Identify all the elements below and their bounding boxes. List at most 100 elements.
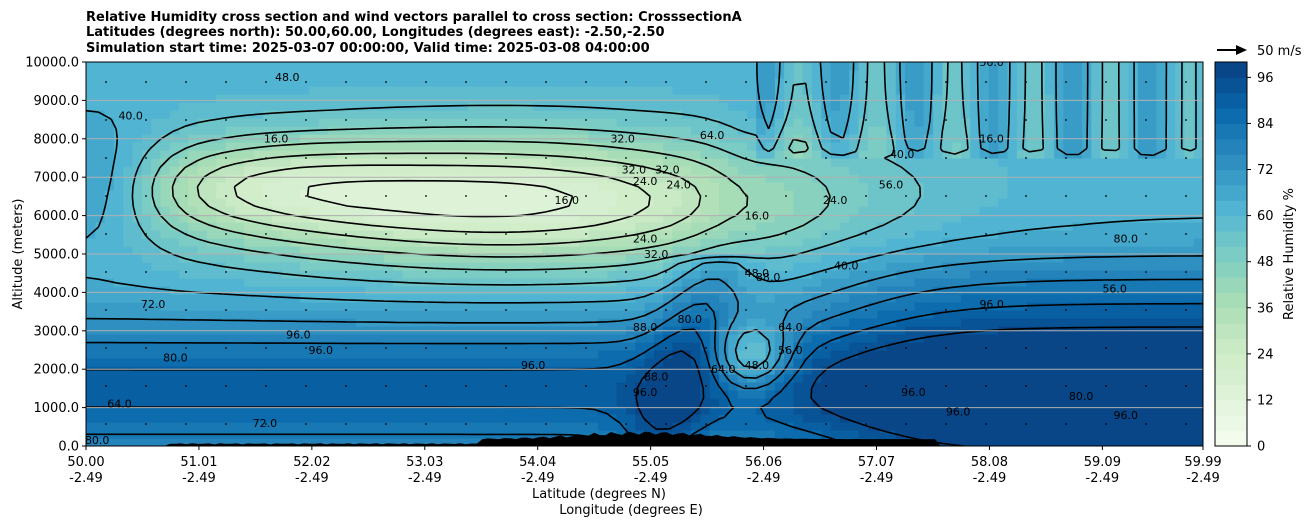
wind-vector [1145, 233, 1147, 235]
wind-vector [1105, 81, 1107, 83]
wind-vector [585, 347, 587, 349]
wind-vector [985, 233, 987, 235]
wind-vector [945, 119, 947, 121]
wind-vector [225, 119, 227, 121]
chart-title-line-3: Simulation start time: 2025-03-07 00:00:… [86, 41, 650, 56]
wind-vector [345, 271, 347, 273]
wind-vector [1145, 347, 1147, 349]
wind-vector [625, 271, 627, 273]
wind-vector [145, 271, 147, 273]
wind-vector [785, 81, 787, 83]
wind-vector [105, 347, 107, 349]
x-tick-label-lat: 57.07 [858, 455, 895, 470]
wind-vector [145, 233, 147, 235]
contour-40 [171, 140, 749, 258]
wind-vector [945, 195, 947, 197]
wind-vector [1065, 195, 1067, 197]
wind-vector [385, 81, 387, 83]
y-axis-label: Altitude (meters) [11, 199, 26, 310]
colorbar-band [1215, 184, 1247, 201]
colorbar-tick-label: 0 [1257, 440, 1265, 455]
wind-vector [1145, 271, 1147, 273]
colorbar-band [1215, 369, 1247, 386]
contour-label: 48.0 [745, 359, 770, 372]
colorbar-label: Relative Humidity % [1282, 188, 1297, 320]
wind-vector [745, 157, 747, 159]
wind-vector [585, 271, 587, 273]
wind-vector [425, 157, 427, 159]
wind-vector [505, 119, 507, 121]
colorbar-band [1215, 307, 1247, 324]
wind-vector [545, 195, 547, 197]
y-tick-label: 8000.0 [34, 132, 80, 147]
x-tick-label-lon: -2.49 [295, 471, 329, 486]
contour-16 [306, 179, 574, 218]
wind-vector [945, 423, 947, 425]
wind-vector [425, 347, 427, 349]
wind-vector [1065, 81, 1067, 83]
contour-label: 32.0 [610, 133, 635, 146]
wind-vector [585, 157, 587, 159]
wind-vector [385, 423, 387, 425]
wind-vector [545, 309, 547, 311]
wind-vector [345, 81, 347, 83]
contour-label: 80.0 [1114, 233, 1139, 246]
x-tick-label-lon: -2.49 [747, 471, 781, 486]
wind-vector [305, 157, 307, 159]
wind-vector [1025, 385, 1027, 387]
contour-label: 96.0 [901, 386, 926, 399]
colorbar-tick-label: 12 [1257, 393, 1274, 408]
wind-vector [225, 309, 227, 311]
wind-vector [985, 119, 987, 121]
wind-vector [585, 195, 587, 197]
wind-vector [1185, 119, 1187, 121]
wind-vector [665, 195, 667, 197]
wind-vector [1185, 271, 1187, 273]
contour-32 [196, 152, 702, 246]
wind-vector [305, 119, 307, 121]
wind-vector [505, 347, 507, 349]
colorbar-band [1215, 215, 1247, 232]
y-tick-label: 2000.0 [34, 363, 80, 378]
wind-vector [505, 385, 507, 387]
wind-vector [185, 347, 187, 349]
wind-vector [865, 271, 867, 273]
y-tick-label: 7000.0 [34, 171, 80, 186]
wind-vector [705, 271, 707, 273]
wind-vector [865, 233, 867, 235]
wind-vector [1025, 233, 1027, 235]
wind-vector [745, 119, 747, 121]
wind-vector [905, 423, 907, 425]
wind-vector [985, 385, 987, 387]
contour-label: 24.0 [666, 179, 691, 192]
contour-label: 96.0 [521, 359, 546, 372]
wind-vector [785, 233, 787, 235]
wind-vector [825, 423, 827, 425]
wind-vector [1145, 423, 1147, 425]
colorbar-band [1215, 169, 1247, 186]
wind-vector [1065, 233, 1067, 235]
wind-vector [265, 119, 267, 121]
wind-vector [1185, 385, 1187, 387]
wind-vector [1065, 309, 1067, 311]
colorbar-band [1215, 415, 1247, 432]
contour-label: 56.0 [879, 179, 904, 192]
wind-vector [905, 119, 907, 121]
contour-label: 64.0 [700, 129, 725, 142]
wind-vector [1185, 157, 1187, 159]
wind-vector [1105, 347, 1107, 349]
wind-vector [105, 195, 107, 197]
plot-area: 16.016.016.016.024.0 24.024.024.032.032.0… [86, 62, 1203, 446]
wind-vector [305, 423, 307, 425]
wind-vector [745, 423, 747, 425]
wind-vector [1065, 271, 1067, 273]
wind-vector [1065, 157, 1067, 159]
wind-vector [705, 81, 707, 83]
contour-label: 56.0 [778, 344, 803, 357]
wind-vector [465, 233, 467, 235]
colorbar-band [1215, 338, 1247, 355]
wind-vector [1145, 81, 1147, 83]
wind-vector [225, 385, 227, 387]
y-tick-label: 4000.0 [34, 286, 80, 301]
wind-vector [865, 157, 867, 159]
